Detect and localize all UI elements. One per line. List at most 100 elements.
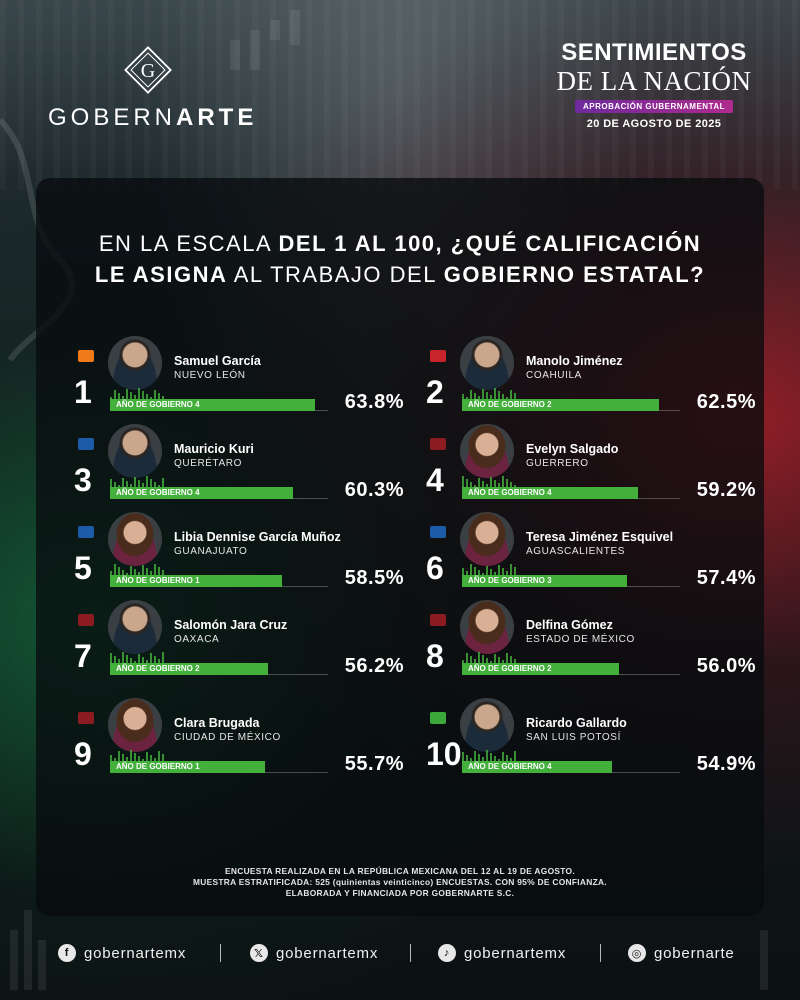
governor-name: Samuel García (174, 354, 261, 368)
sparkline-icon (110, 750, 164, 762)
governor-name: Delfina Gómez (526, 618, 613, 632)
approval-bar-track: AÑO DE GOBIERNO 3 (462, 575, 680, 587)
governor-name: Evelyn Salgado (526, 442, 619, 456)
approval-percentage: 54.9% (696, 753, 756, 775)
social-facebook[interactable]: f gobernartemx (58, 938, 186, 968)
governor-photo (460, 512, 514, 566)
approval-percentage: 62.5% (696, 391, 756, 413)
sparkline-icon (110, 564, 164, 576)
ranking-entry: 9 Clara Brugada CIUDAD DE MÉXICO AÑO DE GOB… (74, 692, 404, 775)
approval-bar-track: AÑO DE GOBIERNO 4 (110, 399, 328, 411)
party-logo-icon (430, 712, 446, 724)
ranking-entry: 7 Salomón Jara Cruz OAXACA AÑO DE GOBIERNO … (74, 594, 404, 677)
party-logo-icon (78, 350, 94, 362)
rank-number: 10 (426, 736, 462, 772)
state-name: ESTADO DE MÉXICO (526, 634, 635, 645)
state-name: NUEVO LEÓN (174, 370, 246, 381)
approval-percentage: 63.8% (344, 391, 404, 413)
facebook-icon: f (58, 944, 76, 962)
state-name: GUANAJUATO (174, 546, 248, 557)
approval-bar: AÑO DE GOBIERNO 4 (110, 487, 293, 499)
background-skyline (0, 0, 800, 190)
ranking-entry: 1 Samuel García NUEVO LEÓN AÑO DE GOBIERNO … (74, 330, 404, 413)
divider (600, 944, 601, 962)
social-tiktok[interactable]: ♪ gobernartemx (438, 938, 566, 968)
state-name: SAN LUIS POTOSÍ (526, 732, 621, 743)
party-logo-icon (78, 614, 94, 626)
governor-photo (108, 600, 162, 654)
ranking-entry: 3 Mauricio Kuri QUERÉTARO AÑO DE GOBIERNO 4… (74, 418, 404, 501)
social-handle: gobernartemx (84, 944, 187, 962)
approval-bar-track: AÑO DE GOBIERNO 4 (462, 761, 680, 773)
ranking-card: EN LA ESCALA DEL 1 AL 100, ¿QUÉ CALIFICA… (36, 178, 764, 916)
approval-bar: AÑO DE GOBIERNO 4 (462, 761, 612, 773)
ranking-entry: 8 Delfina Gómez ESTADO DE MÉXICO AÑO DE GOB… (426, 594, 756, 677)
ranking-entry: 2 Manolo Jiménez COAHUILA AÑO DE GOBIERNO 2… (426, 330, 756, 413)
approval-bar: AÑO DE GOBIERNO 1 (110, 575, 282, 587)
governor-name: Salomón Jara Cruz (174, 618, 288, 632)
sparkline-icon (462, 476, 516, 488)
rank-number: 7 (74, 638, 92, 674)
publication-date: 20 DE AGOSTO DE 2025 (586, 118, 722, 130)
title-line2: DE LA NACIÓN (556, 66, 752, 96)
party-logo-icon (78, 526, 94, 538)
approval-bar-track: AÑO DE GOBIERNO 2 (110, 663, 328, 675)
divider (220, 944, 221, 962)
party-logo-icon (78, 712, 94, 724)
sparkline-icon (110, 652, 164, 664)
governor-photo (460, 698, 514, 752)
social-handle: gobernartemx (276, 944, 379, 962)
instagram-icon: ◎ (628, 944, 646, 962)
governor-name: Teresa Jiménez Esquivel (526, 530, 674, 544)
governor-photo (108, 512, 162, 566)
approval-percentage: 56.0% (696, 655, 756, 677)
governor-photo (460, 336, 514, 390)
state-name: OAXACA (174, 634, 220, 645)
social-x[interactable]: 𝕏 gobernartemx (250, 938, 378, 968)
ranking-entry: 6 Teresa Jiménez Esquivel AGUASCALIENTES AÑ… (426, 506, 756, 589)
approval-percentage: 55.7% (344, 753, 404, 775)
approval-bar: AÑO DE GOBIERNO 3 (462, 575, 627, 587)
sparkline-icon (462, 388, 516, 400)
approval-bar-track: AÑO DE GOBIERNO 2 (462, 663, 680, 675)
approval-bar: AÑO DE GOBIERNO 2 (110, 663, 268, 675)
approval-bar-track: AÑO DE GOBIERNO 1 (110, 761, 328, 773)
campaign-title: SENTIMIENTOS DE LA NACIÓN APROBACIÓN GUB… (544, 39, 764, 131)
approval-bar-track: AÑO DE GOBIERNO 2 (462, 399, 680, 411)
diamond-logo-icon: G (124, 46, 172, 94)
approval-bar: AÑO DE GOBIERNO 4 (110, 399, 315, 411)
state-name: AGUASCALIENTES (526, 546, 625, 557)
governor-photo (460, 600, 514, 654)
state-name: CIUDAD DE MÉXICO (174, 732, 281, 743)
sparkline-icon (462, 750, 516, 762)
governor-name: Libia Dennise García Muñoz (174, 530, 341, 544)
methodology-note: ENCUESTA REALIZADA EN LA REPÚBLICA MEXIC… (192, 866, 608, 898)
approval-percentage: 60.3% (344, 479, 404, 501)
sparkline-icon (110, 476, 164, 488)
party-logo-icon (430, 614, 446, 626)
approval-percentage: 56.2% (344, 655, 404, 677)
party-logo-icon (78, 438, 94, 450)
divider (410, 944, 411, 962)
approval-bar: AÑO DE GOBIERNO 4 (462, 487, 638, 499)
approval-percentage: 57.4% (696, 567, 756, 589)
state-name: GUERRERO (526, 458, 589, 469)
governor-photo (108, 698, 162, 752)
gobernarte-logo: G GOBERNARTE (48, 40, 253, 140)
x-icon: 𝕏 (250, 944, 268, 962)
sparkline-icon (462, 564, 516, 576)
social-instagram[interactable]: ◎ gobernarte (628, 938, 735, 968)
approval-percentage: 58.5% (344, 567, 404, 589)
approval-bar: AÑO DE GOBIERNO 2 (462, 663, 619, 675)
sparkline-icon (462, 652, 516, 664)
title-line1: SENTIMIENTOS (561, 39, 747, 66)
party-logo-icon (430, 438, 446, 450)
approval-bar: AÑO DE GOBIERNO 1 (110, 761, 265, 773)
rank-number: 8 (426, 638, 444, 674)
approval-bar-track: AÑO DE GOBIERNO 4 (110, 487, 328, 499)
approval-percentage: 59.2% (696, 479, 756, 501)
ranking-entry: 4 Evelyn Salgado GUERRERO AÑO DE GOBIERNO 4… (426, 418, 756, 501)
rank-number: 1 (74, 374, 92, 410)
social-footer: f gobernartemx 𝕏 gobernartemx ♪ gobernar… (0, 938, 800, 968)
rank-number: 3 (74, 462, 92, 498)
